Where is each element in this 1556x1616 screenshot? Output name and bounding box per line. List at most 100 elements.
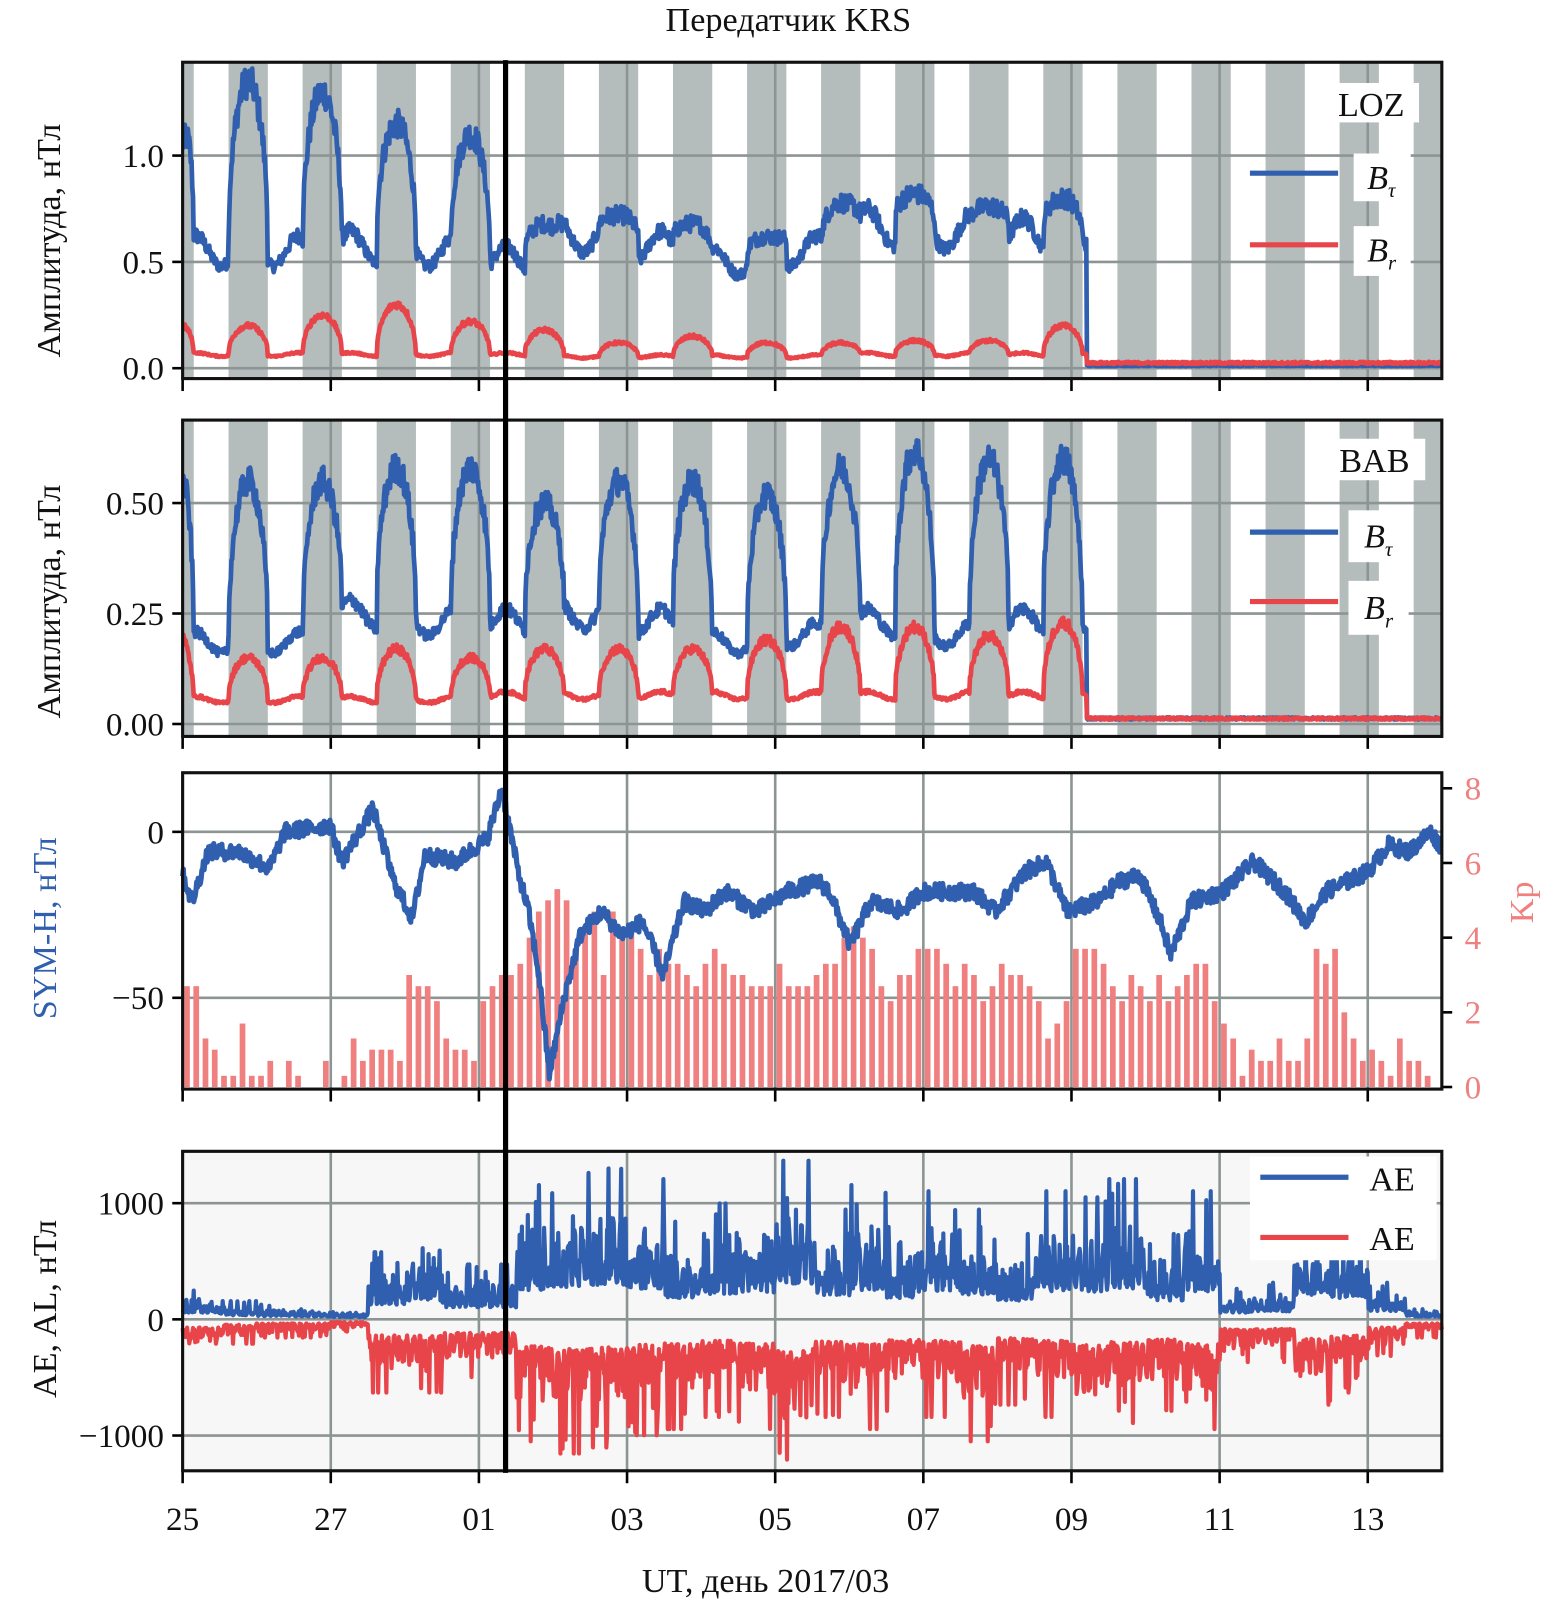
kp-tick-label: 2 <box>1465 995 1482 1032</box>
kp-bar <box>1202 963 1209 1088</box>
plot-border <box>181 1149 1444 1473</box>
kp-bar <box>748 986 755 1088</box>
svg-text:Bτ: Bτ <box>1364 519 1394 561</box>
svg-text:Br: Br <box>1367 232 1397 274</box>
x-tick-label: 25 <box>166 1501 199 1538</box>
x-tick-label: 09 <box>1055 1501 1088 1538</box>
kp-bar <box>193 986 200 1088</box>
kp-bar <box>1008 974 1014 1088</box>
symh-line <box>180 787 1443 1082</box>
kp-bar <box>1100 963 1107 1088</box>
y-axis-label-kp: Kp <box>1504 881 1541 923</box>
kp-bar <box>1091 948 1098 1088</box>
x-axis-label: UT, день 2017/03 <box>642 1563 889 1600</box>
kp-bar <box>258 1075 264 1088</box>
x-tick-label: 27 <box>314 1501 347 1538</box>
kp-bar <box>1322 963 1329 1088</box>
kp-bar <box>1341 1012 1348 1088</box>
kp-bar <box>1285 1060 1292 1088</box>
x-tick-label: 13 <box>1351 1501 1384 1538</box>
kp-bar <box>535 911 542 1088</box>
kp-bar <box>971 974 977 1088</box>
legend-ae-al: AE AE <box>1249 1156 1437 1261</box>
kp-bar <box>1035 1001 1042 1088</box>
kp-bar <box>822 963 829 1088</box>
kp-bar <box>674 963 681 1088</box>
kp-bar <box>1313 948 1320 1088</box>
kp-bar <box>489 986 496 1088</box>
legend-sub-bt: τ <box>1385 539 1394 561</box>
y-tick-label: 0 <box>147 1302 164 1339</box>
y-tick-label: 0.5 <box>122 244 163 281</box>
kp-bar <box>471 1060 477 1088</box>
svg-text:Br: Br <box>1364 590 1394 632</box>
daylight-band <box>1191 420 1231 737</box>
kp-bar <box>267 1060 274 1088</box>
kp-bar <box>591 911 598 1088</box>
kp-bar <box>434 1001 440 1088</box>
kp-bar <box>767 986 774 1088</box>
legend-sub-br: r <box>1388 253 1397 275</box>
series-line-bt <box>182 66 1442 369</box>
kp-bar <box>619 926 625 1088</box>
x-tick-label: 11 <box>1204 1501 1236 1538</box>
kp-bar <box>1248 1049 1255 1088</box>
kp-bar <box>1072 948 1079 1088</box>
panel-symh-kp: 0 −50 0 2 4 6 8 <box>112 771 1482 1107</box>
kp-bar <box>961 963 968 1088</box>
kp-bar <box>906 974 913 1088</box>
y-tick-label: 1.0 <box>122 138 163 175</box>
chart-title: Передатчик KRS <box>666 2 912 39</box>
kp-bar <box>202 1038 209 1088</box>
kp-bar <box>832 963 838 1088</box>
kp-bar <box>1415 1060 1422 1088</box>
kp-bar <box>647 974 653 1088</box>
kp-bar <box>1332 948 1338 1088</box>
kp-bar <box>665 963 672 1088</box>
daylight-band <box>747 420 787 737</box>
y-axis-label-bab: Амплитуда, нТл <box>31 485 68 719</box>
kp-bar <box>285 1060 292 1088</box>
y-tick-label: −1000 <box>79 1418 164 1455</box>
kp-bar <box>637 948 644 1088</box>
kp-bar <box>610 911 616 1088</box>
kp-bar <box>415 986 422 1088</box>
legend-label-bt: B <box>1367 160 1388 197</box>
kp-bar <box>406 974 413 1088</box>
kp-bar <box>1276 1038 1283 1088</box>
kp-bar <box>517 963 524 1088</box>
y-tick-label: 0 <box>147 814 164 851</box>
kp-bar <box>360 1060 366 1088</box>
kp-bar <box>322 1060 329 1088</box>
ae-line <box>180 1158 1444 1320</box>
kp-bar <box>739 974 746 1088</box>
kp-bar <box>1109 986 1116 1088</box>
kp-bar <box>1193 963 1200 1088</box>
y-tick-label: 0.0 <box>122 351 163 388</box>
kp-bar <box>1424 1075 1431 1088</box>
daylight-band <box>672 420 713 737</box>
kp-bar <box>924 948 931 1088</box>
kp-bar <box>1054 1023 1061 1088</box>
daylight-band <box>747 62 787 379</box>
kp-bar <box>1397 1038 1403 1088</box>
daylight-band <box>1117 420 1157 737</box>
kp-bar <box>980 1001 987 1088</box>
kp-bar <box>295 1075 301 1088</box>
kp-bar <box>998 963 1005 1088</box>
kp-bar <box>887 1001 894 1088</box>
kp-bar <box>248 1075 255 1088</box>
kp-bar <box>1239 1075 1246 1088</box>
kp-bar <box>1230 1038 1237 1088</box>
kp-bar <box>545 900 551 1088</box>
kp-bar <box>1184 974 1190 1088</box>
daylight-band <box>1265 62 1305 379</box>
kp-bar <box>582 926 588 1088</box>
kp-bar <box>572 948 579 1088</box>
kp-bar <box>554 889 561 1088</box>
daylight-band <box>524 420 565 737</box>
kp-bar <box>850 926 857 1088</box>
kp-tick-label: 6 <box>1465 845 1482 882</box>
daylight-band <box>895 62 935 379</box>
